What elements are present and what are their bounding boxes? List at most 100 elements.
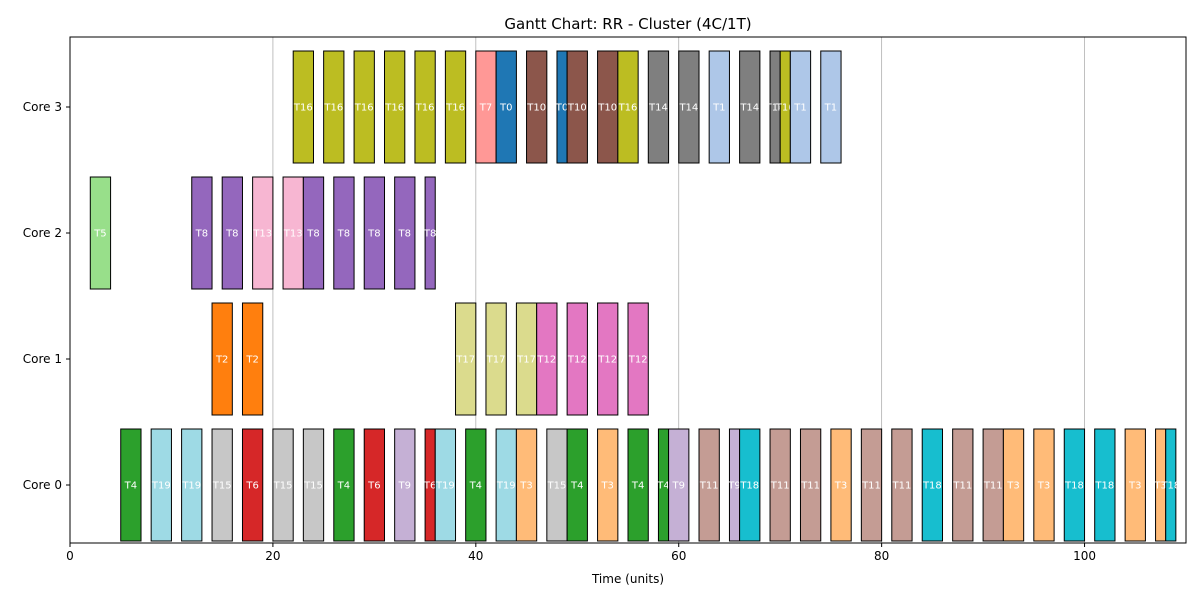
task-bar bbox=[678, 50, 700, 164]
task-bar bbox=[292, 50, 314, 164]
task-label: T16 bbox=[323, 103, 343, 114]
task-label: T12 bbox=[628, 355, 648, 366]
task-segments: T4 T19 T19 T15 T6 T15 T15 T4 T6 T9 T6 T19 T4 T19 T3 T15… bbox=[89, 50, 1180, 542]
task-label: T9 bbox=[727, 481, 740, 492]
y-tick-label: Core 1 bbox=[23, 352, 62, 366]
task-label: T15 bbox=[547, 481, 567, 492]
task-bar bbox=[536, 302, 558, 416]
task-label: T18 bbox=[922, 481, 942, 492]
task-label: T17 bbox=[455, 355, 475, 366]
task-label: T11 bbox=[952, 481, 972, 492]
task-label: T3 bbox=[1037, 481, 1050, 492]
task-bar bbox=[891, 428, 913, 542]
task-label: T16 bbox=[775, 103, 795, 114]
task-label: T4 bbox=[337, 481, 350, 492]
task-bar bbox=[363, 428, 386, 542]
task-label: T19 bbox=[181, 481, 201, 492]
task-label: T4 bbox=[124, 481, 137, 492]
task-bar bbox=[1165, 428, 1177, 542]
task-label: T6 bbox=[423, 481, 436, 492]
task-label: T13 bbox=[252, 229, 272, 240]
task-bar bbox=[333, 176, 355, 290]
task-bar bbox=[465, 428, 487, 542]
task-label: T3 bbox=[519, 481, 532, 492]
task-label: T15 bbox=[303, 481, 323, 492]
x-tick-label: 60 bbox=[671, 549, 686, 563]
task-label: T16 bbox=[354, 103, 374, 114]
task-bar bbox=[323, 50, 345, 164]
task-bar bbox=[191, 176, 213, 290]
task-label: T8 bbox=[423, 229, 436, 240]
task-bar bbox=[799, 428, 822, 542]
task-bar bbox=[394, 428, 416, 542]
task-bar bbox=[566, 50, 588, 164]
task-bar bbox=[526, 50, 548, 164]
task-bar bbox=[414, 50, 436, 164]
task-bar bbox=[89, 176, 112, 290]
task-bar bbox=[353, 50, 375, 164]
task-label: T2 bbox=[245, 355, 258, 366]
task-bar bbox=[272, 428, 294, 542]
task-bar bbox=[820, 50, 842, 164]
task-bar bbox=[424, 176, 436, 290]
y-tick-label: Core 3 bbox=[23, 100, 62, 114]
task-bar bbox=[597, 302, 619, 416]
task-label: T18 bbox=[1160, 481, 1180, 492]
task-bar bbox=[566, 428, 588, 542]
task-label: T12 bbox=[536, 355, 556, 366]
task-label: T14 bbox=[648, 103, 668, 114]
plot-frame bbox=[69, 36, 1187, 544]
task-label: T11 bbox=[699, 481, 719, 492]
task-bar bbox=[1124, 428, 1146, 542]
task-bar bbox=[434, 428, 457, 542]
task-label: T3 bbox=[1128, 481, 1141, 492]
task-bar bbox=[252, 176, 274, 290]
task-bar bbox=[211, 302, 233, 416]
task-bar bbox=[211, 428, 233, 542]
task-label: T10 bbox=[526, 103, 546, 114]
task-label: T10 bbox=[597, 103, 617, 114]
task-bar bbox=[221, 176, 243, 290]
task-bar bbox=[708, 50, 730, 164]
task-label: T8 bbox=[225, 229, 238, 240]
task-label: T11 bbox=[983, 481, 1003, 492]
task-label: T1 bbox=[793, 103, 806, 114]
task-label: T9 bbox=[398, 481, 411, 492]
task-label: T7 bbox=[479, 103, 492, 114]
task-bar bbox=[789, 50, 812, 164]
task-bar bbox=[952, 428, 974, 542]
task-label: T16 bbox=[415, 103, 435, 114]
task-bar bbox=[181, 428, 203, 542]
task-bar bbox=[515, 428, 538, 542]
task-label: T17 bbox=[516, 355, 536, 366]
task-bar bbox=[597, 428, 619, 542]
task-bar bbox=[241, 428, 264, 542]
task-bar bbox=[302, 428, 325, 542]
task-bar bbox=[1094, 428, 1116, 542]
task-label: T10 bbox=[567, 103, 587, 114]
task-label: T8 bbox=[367, 229, 380, 240]
task-bar bbox=[363, 176, 386, 290]
task-label: T11 bbox=[770, 481, 790, 492]
task-label: T16 bbox=[293, 103, 313, 114]
task-label: T18 bbox=[739, 481, 759, 492]
task-bar bbox=[302, 176, 325, 290]
task-bar bbox=[769, 428, 791, 542]
task-bar bbox=[455, 302, 477, 416]
y-axis-ticks: Core 0 Core 1 Core 2 Core 3 bbox=[23, 100, 70, 492]
task-label: T16 bbox=[618, 103, 638, 114]
task-label: T8 bbox=[398, 229, 411, 240]
task-label: T19 bbox=[435, 481, 455, 492]
task-bar bbox=[830, 428, 852, 542]
task-label: T13 bbox=[283, 229, 303, 240]
task-bar bbox=[860, 428, 883, 542]
task-label: T8 bbox=[337, 229, 350, 240]
task-label: T5 bbox=[93, 229, 106, 240]
task-label: T1 bbox=[824, 103, 837, 114]
y-tick-label: Core 0 bbox=[23, 478, 62, 492]
task-label: T18 bbox=[1064, 481, 1084, 492]
task-label: T16 bbox=[445, 103, 465, 114]
task-bar bbox=[739, 428, 761, 542]
task-label: T19 bbox=[151, 481, 171, 492]
task-bar bbox=[627, 302, 649, 416]
